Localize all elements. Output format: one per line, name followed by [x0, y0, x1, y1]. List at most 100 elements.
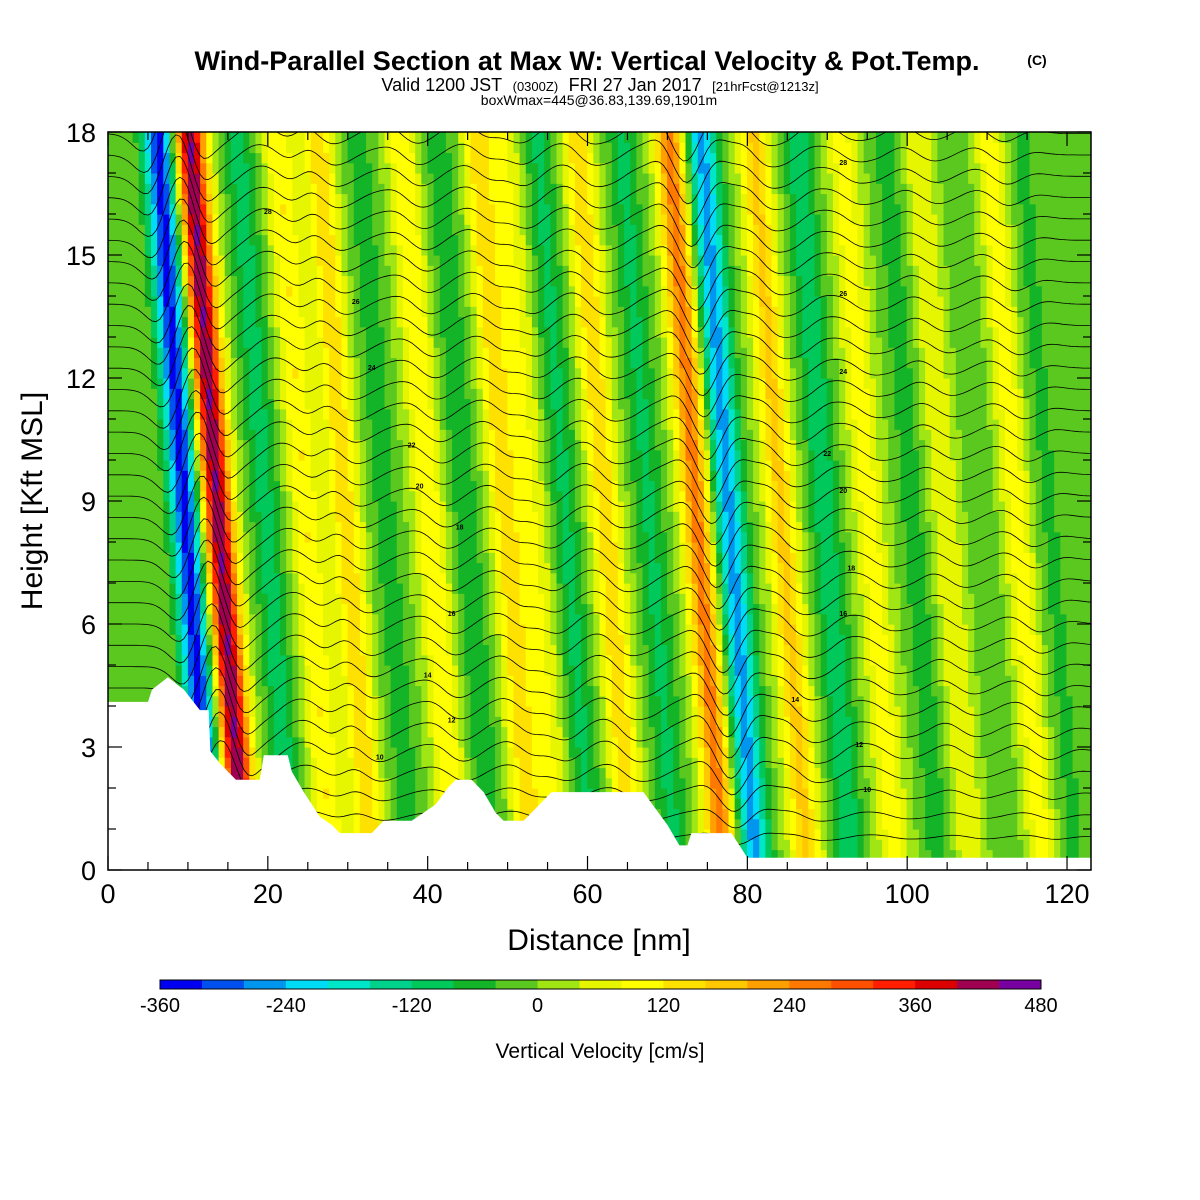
field-cell [1054, 572, 1061, 584]
field-cell [667, 726, 674, 738]
field-cell [1078, 818, 1086, 830]
field-cell [660, 757, 668, 769]
field-cell [329, 736, 336, 748]
field-cell [667, 644, 674, 656]
field-cell [746, 829, 754, 840]
field-cell [335, 767, 343, 779]
field-cell [599, 665, 607, 676]
field-cell [163, 603, 171, 615]
field-cell [488, 613, 496, 625]
field-cell [409, 747, 416, 758]
field-cell [740, 695, 748, 707]
field-cell [716, 695, 723, 707]
field-cell [722, 562, 730, 574]
field-cell [562, 716, 570, 728]
field-cell [667, 747, 674, 758]
field-cell [753, 675, 760, 687]
field-cell [986, 695, 994, 707]
field-cell [120, 562, 128, 574]
field-cell [304, 654, 312, 666]
field-cell [673, 654, 680, 666]
field-cell [740, 716, 748, 728]
field-cell [875, 685, 883, 697]
field-cell [218, 644, 226, 656]
field-cell [734, 798, 742, 810]
field-cell [998, 788, 1006, 799]
field-cell [722, 593, 730, 605]
field-cell [353, 665, 361, 676]
field-cell [372, 788, 379, 799]
field-cell [771, 634, 779, 646]
field-cell [1047, 829, 1055, 840]
field-cell [832, 788, 840, 799]
field-cell [261, 542, 269, 553]
field-cell [728, 613, 736, 625]
field-cell [777, 798, 785, 810]
field-cell [974, 757, 982, 769]
field-cell [316, 593, 324, 605]
field-cell [820, 634, 828, 646]
field-cell [169, 583, 177, 594]
field-cell [372, 726, 379, 738]
field-cell [329, 675, 336, 687]
field-cell [869, 552, 877, 564]
field-cell [906, 716, 914, 728]
field-cell [857, 839, 865, 851]
field-cell [138, 552, 146, 564]
field-cell [212, 706, 220, 717]
field-cell [157, 654, 164, 666]
field-cell [439, 685, 447, 697]
field-cell [937, 572, 945, 584]
field-cell [974, 829, 982, 840]
field-cell [359, 603, 367, 615]
field-cell [918, 716, 926, 728]
field-cell [667, 603, 674, 615]
field-cell [648, 665, 656, 676]
field-cell [310, 726, 318, 738]
field-cell [710, 603, 717, 615]
field-cell [1023, 767, 1031, 779]
field-cell [906, 562, 914, 574]
field-cell [998, 767, 1006, 779]
field-cell [845, 685, 852, 697]
field-cell [439, 767, 447, 779]
field-cell [581, 593, 588, 605]
field-cell [832, 808, 840, 820]
field-cell [1066, 829, 1074, 840]
field-cell [845, 839, 852, 851]
field-cell [943, 716, 951, 728]
field-cell [783, 685, 791, 697]
field-cell [482, 747, 490, 758]
field-cell [310, 675, 318, 687]
field-cell [568, 572, 576, 584]
field-cell [931, 726, 939, 738]
field-cell [1035, 644, 1043, 656]
field-cell [556, 634, 564, 646]
field-cell [974, 634, 982, 646]
field-cell [845, 572, 852, 584]
field-cell [445, 767, 453, 779]
field-cell [366, 685, 373, 697]
field-cell [998, 777, 1006, 789]
field-cell [826, 757, 834, 769]
field-cell [740, 706, 748, 717]
field-cell [550, 654, 558, 666]
field-cell [286, 706, 293, 717]
field-cell [740, 552, 748, 564]
field-cell [323, 757, 330, 769]
field-cell [869, 829, 877, 840]
field-cell [857, 706, 865, 717]
field-cell [820, 736, 828, 748]
field-cell [378, 685, 386, 697]
field-cell [1004, 747, 1012, 758]
field-cell [691, 583, 699, 594]
field-cell [759, 808, 766, 820]
field-cell [206, 675, 214, 687]
field-cell [1084, 798, 1091, 810]
field-cell [175, 552, 183, 564]
field-cell [789, 777, 797, 789]
field-cell [759, 613, 766, 625]
field-cell [998, 849, 1006, 861]
field-cell [814, 583, 822, 594]
field-cell [587, 572, 594, 584]
